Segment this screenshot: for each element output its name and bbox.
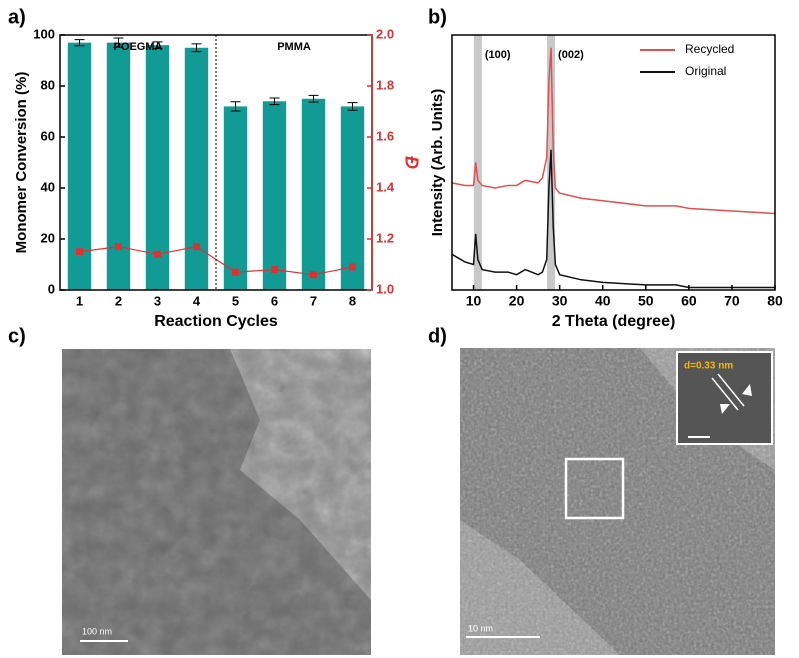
x-tick-label: 2: [115, 293, 122, 308]
y-tick-label: 100: [33, 26, 55, 41]
x-tick-label: 30: [552, 293, 568, 309]
x-tick-label: 7: [310, 293, 317, 308]
x-tick-label: 80: [767, 293, 783, 309]
bar: [67, 42, 92, 291]
error-bar: [269, 97, 280, 106]
y2-tick-label: 1.6: [376, 128, 394, 143]
panel-label: a): [8, 6, 26, 28]
bar: [184, 47, 209, 290]
error-bar: [308, 94, 319, 103]
point: [232, 268, 239, 276]
y-axis-label: Intensity (Arb. Units): [429, 89, 446, 237]
legend-label: Recycled: [685, 42, 734, 56]
y-axis-label: Monomer Conversion (%): [13, 72, 30, 254]
y-tick-label: 80: [41, 77, 55, 92]
panel-label: b): [428, 6, 447, 28]
line: [451, 47, 776, 215]
line: [451, 149, 775, 289]
annotation: POEGMA: [114, 41, 163, 53]
error-bar: [74, 39, 85, 47]
x-axis-label: Reaction Cycles: [154, 313, 278, 330]
scale-bar-label: 100 nm: [82, 626, 112, 636]
x-axis-label: 2 Theta (degree): [552, 313, 676, 330]
tem-image-c: [62, 349, 371, 655]
y2-tick-label: 2.0: [376, 26, 394, 41]
tem-image-d: [460, 348, 775, 655]
error-bar: [230, 101, 241, 112]
y2-tick-label: 1.0: [376, 281, 394, 296]
y-tick-label: 20: [41, 230, 55, 245]
x-tick-label: 4: [193, 293, 201, 308]
plot-frame: [451, 34, 776, 291]
peak-band: [473, 35, 482, 290]
error-bar: [113, 37, 124, 48]
x-tick-label: 70: [724, 293, 740, 309]
error-bar: [152, 41, 163, 50]
y2-tick-label: 1.8: [376, 77, 394, 92]
x-tick-label: 50: [638, 293, 654, 309]
bar: [340, 106, 365, 291]
inset-label: d=0.33 nm: [684, 361, 733, 372]
x-tick-label: 60: [681, 293, 697, 309]
bar: [262, 101, 287, 290]
point: [76, 248, 83, 256]
error-bar: [191, 43, 202, 53]
y2-tick-label: 1.2: [376, 230, 394, 245]
point: [154, 250, 161, 258]
point: [349, 263, 356, 271]
x-tick-label: 40: [595, 293, 611, 309]
x-tick-label: 3: [154, 293, 161, 308]
scale-bar-label: 10 nm: [468, 623, 493, 633]
x-tick-label: 5: [232, 293, 239, 308]
panel-label: d): [428, 325, 447, 347]
peak-label: (002): [558, 49, 584, 61]
x-tick-label: 8: [349, 293, 356, 308]
x-tick-label: 1: [76, 293, 83, 308]
x-tick-label: 6: [271, 293, 278, 308]
y-tick-label: 60: [41, 128, 55, 143]
bar: [145, 45, 170, 291]
y2-axis-label: Đ: [401, 156, 421, 169]
point: [310, 271, 317, 279]
bar: [301, 98, 326, 290]
x-tick-label: 20: [509, 293, 525, 309]
point: [115, 243, 122, 251]
point: [193, 243, 200, 251]
peak-label: (100): [485, 49, 511, 61]
x-tick-label: 10: [466, 293, 482, 309]
error-bar: [347, 102, 358, 111]
legend-label: Original: [685, 64, 726, 78]
annotation: PMMA: [277, 41, 311, 53]
point: [271, 266, 278, 274]
y-tick-label: 0: [48, 281, 55, 296]
y2-tick-label: 1.4: [376, 179, 395, 194]
y-tick-label: 40: [41, 179, 55, 194]
panel-label: c): [8, 325, 26, 347]
bar: [223, 106, 248, 291]
bar: [106, 42, 131, 291]
